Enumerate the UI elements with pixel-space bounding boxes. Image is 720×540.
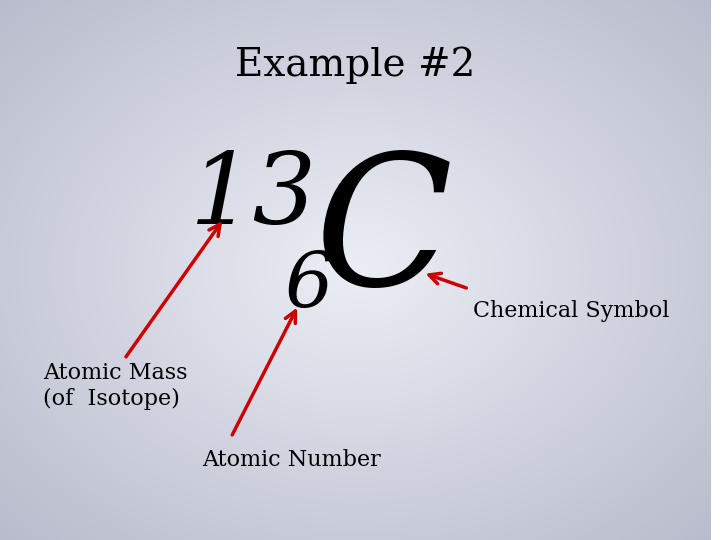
Text: Atomic Mass
(of  Isotope): Atomic Mass (of Isotope) [42,362,187,410]
Text: Example #2: Example #2 [235,46,475,84]
Text: 6: 6 [285,249,333,323]
Text: Atomic Number: Atomic Number [202,449,382,471]
Text: Chemical Symbol: Chemical Symbol [472,300,669,321]
Text: 13: 13 [189,150,316,245]
Text: C: C [315,147,453,323]
